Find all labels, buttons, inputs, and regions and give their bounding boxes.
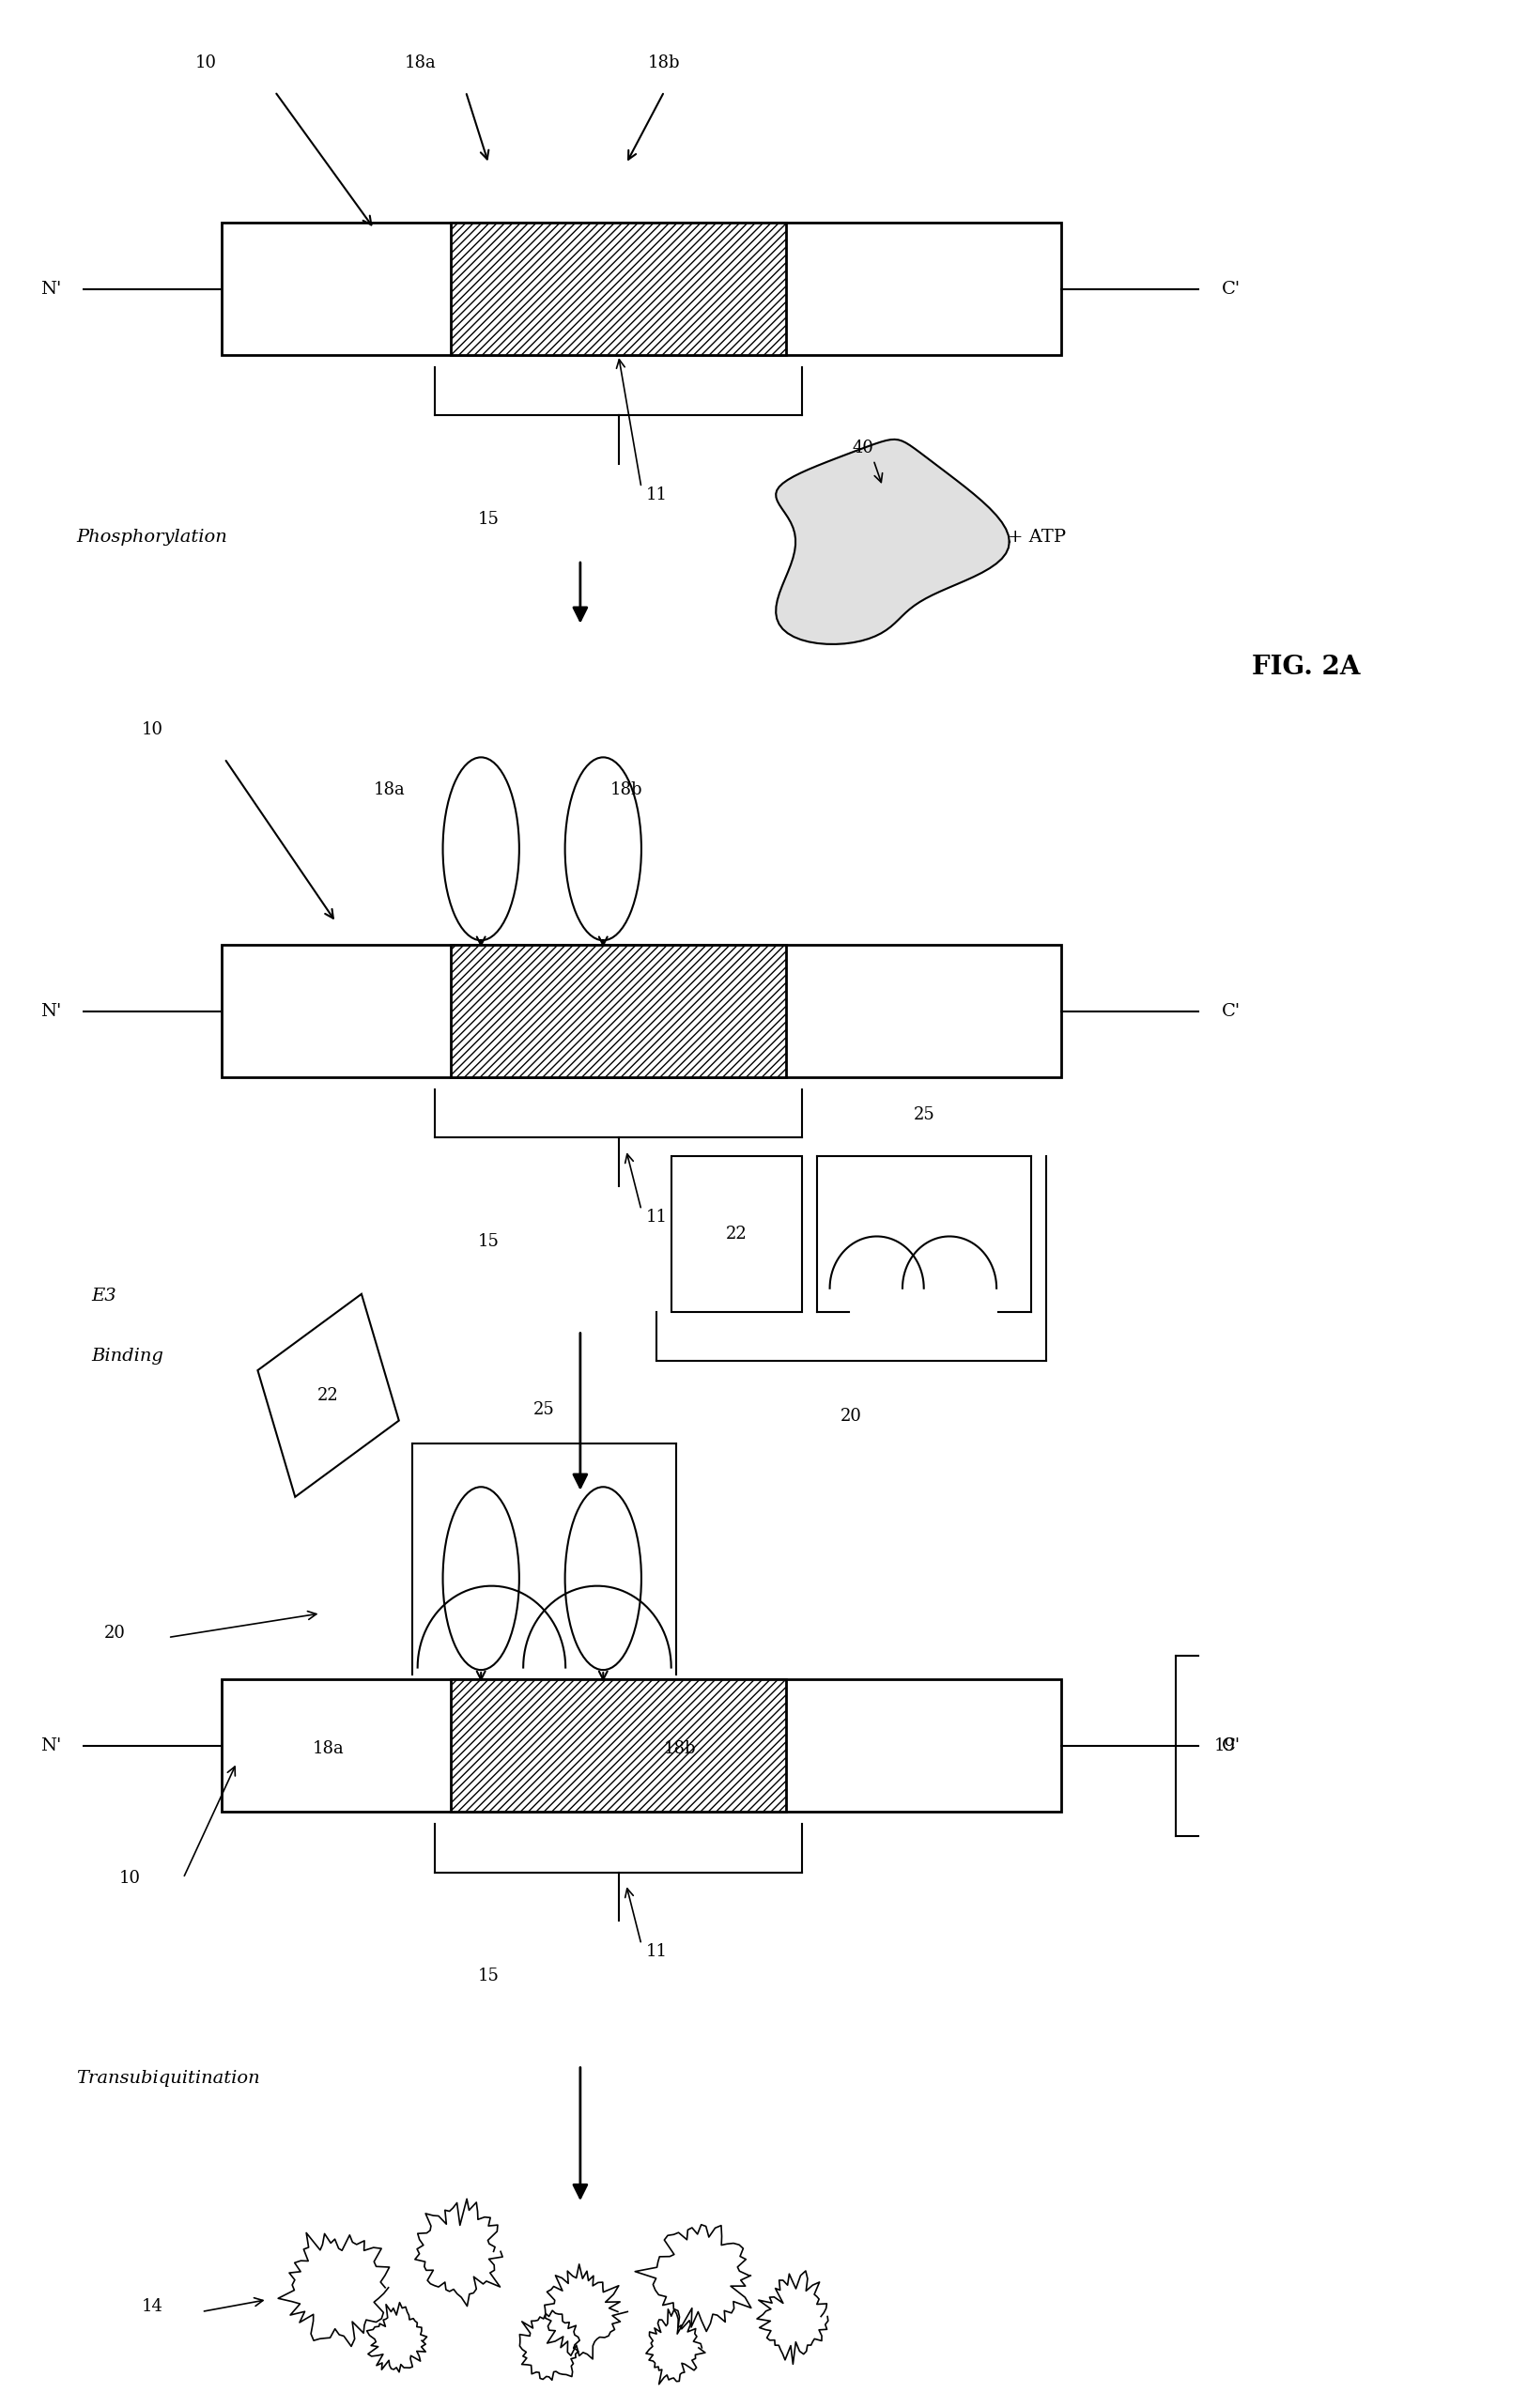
- Text: 18a: 18a: [374, 783, 405, 799]
- Text: 18a: 18a: [313, 1741, 344, 1758]
- Ellipse shape: [443, 1488, 519, 1671]
- Text: 10: 10: [195, 55, 217, 72]
- Text: 22: 22: [318, 1387, 339, 1404]
- Text: 22: 22: [727, 1226, 747, 1243]
- FancyBboxPatch shape: [672, 1156, 802, 1312]
- Text: 14: 14: [142, 2300, 163, 2316]
- FancyBboxPatch shape: [450, 946, 786, 1079]
- Text: 11: 11: [646, 1943, 667, 1960]
- Text: 20: 20: [840, 1409, 863, 1426]
- FancyBboxPatch shape: [450, 1681, 786, 1813]
- FancyBboxPatch shape: [221, 1681, 1061, 1813]
- Text: 20: 20: [104, 1625, 125, 1642]
- Text: 18b: 18b: [647, 55, 681, 72]
- Text: E3: E3: [92, 1288, 116, 1305]
- Text: Phosphorylation: Phosphorylation: [76, 530, 228, 547]
- Text: N': N': [40, 1736, 61, 1755]
- Ellipse shape: [443, 759, 519, 942]
- Text: 25: 25: [913, 1108, 935, 1125]
- Text: 18b: 18b: [609, 783, 643, 799]
- Text: 11: 11: [646, 486, 667, 503]
- Ellipse shape: [565, 759, 641, 942]
- Text: N': N': [40, 279, 61, 299]
- FancyBboxPatch shape: [221, 946, 1061, 1079]
- Text: 15: 15: [478, 510, 499, 527]
- Text: 19: 19: [1214, 1736, 1235, 1755]
- Text: Transubiquitination: Transubiquitination: [76, 2071, 260, 2088]
- Text: 18a: 18a: [405, 55, 435, 72]
- Text: FIG. 2A: FIG. 2A: [1252, 655, 1361, 679]
- Text: C': C': [1222, 279, 1240, 299]
- Text: 15: 15: [478, 1233, 499, 1250]
- Text: 25: 25: [534, 1401, 554, 1418]
- Text: C': C': [1222, 1736, 1240, 1755]
- Text: N': N': [40, 1002, 61, 1021]
- Text: 18b: 18b: [663, 1741, 696, 1758]
- Text: 10: 10: [142, 722, 163, 739]
- Text: 40: 40: [852, 441, 873, 458]
- Polygon shape: [776, 438, 1009, 645]
- Text: 15: 15: [478, 1967, 499, 1984]
- Ellipse shape: [565, 1488, 641, 1671]
- Text: 11: 11: [646, 1209, 667, 1226]
- Text: Binding: Binding: [92, 1348, 163, 1365]
- FancyBboxPatch shape: [450, 224, 786, 356]
- FancyBboxPatch shape: [221, 224, 1061, 356]
- Text: C': C': [1222, 1002, 1240, 1021]
- Text: 10: 10: [119, 1871, 140, 1888]
- Polygon shape: [258, 1293, 399, 1498]
- Text: + ATP: + ATP: [1008, 530, 1066, 547]
